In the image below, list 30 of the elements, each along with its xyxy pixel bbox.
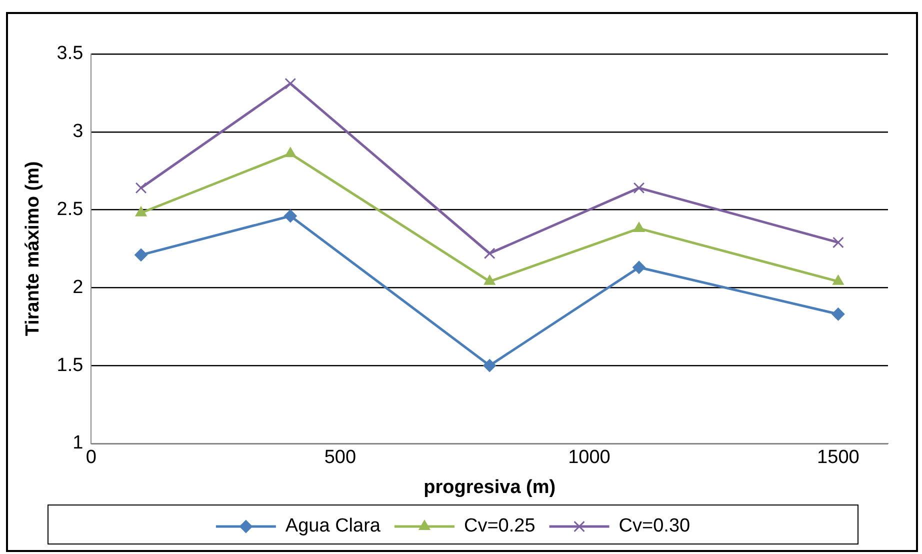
point [135, 206, 147, 216]
y-tick-label: 3.5 [56, 43, 84, 64]
point [832, 236, 844, 248]
legend-label: Cv=0.30 [618, 516, 690, 537]
y-tick-label: 2 [72, 276, 84, 298]
point [632, 260, 646, 274]
x-tick-label: 1500 [817, 447, 860, 468]
y-axis-title: Tirante máximo (m) [22, 161, 44, 336]
x-tick-label: 1000 [568, 447, 610, 468]
point [284, 209, 297, 222]
point [134, 248, 148, 262]
point [832, 274, 844, 285]
x-tick-label: 500 [324, 447, 356, 468]
legend-label: Cv=0.25 [464, 516, 536, 537]
point [832, 308, 845, 321]
point [483, 359, 496, 372]
point [284, 78, 296, 90]
point [633, 182, 645, 194]
point [484, 274, 496, 285]
y-tick-label: 2.5 [56, 198, 84, 220]
legend-label: Agua Clara [285, 516, 381, 537]
point [135, 182, 147, 194]
point [284, 147, 296, 158]
x-axis-title: progresiva (m) [424, 476, 556, 498]
y-tick-label: 3 [72, 121, 84, 142]
y-tick-label: 1.5 [56, 354, 84, 376]
point [633, 222, 645, 232]
y-tick-label: 1 [72, 432, 84, 454]
x-tick-label: 0 [86, 447, 96, 468]
point [484, 248, 496, 260]
